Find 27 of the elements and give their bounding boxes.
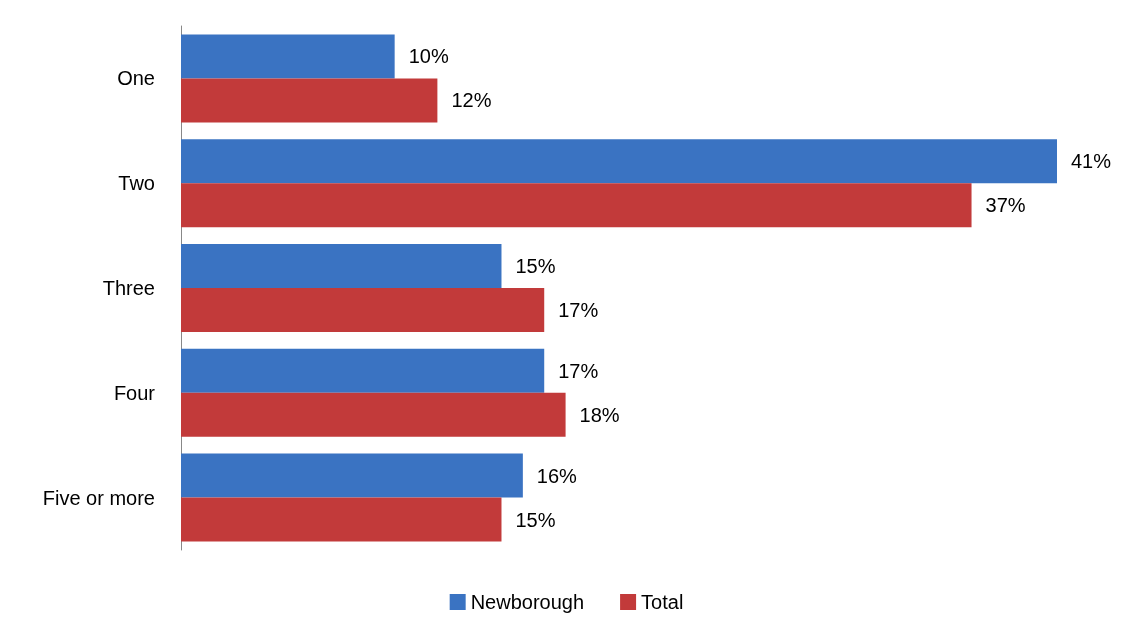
data-label: 37% bbox=[985, 194, 1026, 217]
y-tick-label: Five or more bbox=[42, 486, 155, 509]
y-tick-label: Four bbox=[113, 381, 156, 404]
data-label: 12% bbox=[451, 89, 492, 112]
bar bbox=[181, 34, 395, 79]
bar bbox=[181, 453, 523, 498]
bar bbox=[181, 139, 1057, 184]
bar bbox=[181, 497, 502, 542]
bar bbox=[181, 183, 972, 228]
bar bbox=[181, 348, 545, 393]
data-label: 17% bbox=[558, 299, 599, 322]
data-label: 17% bbox=[558, 359, 599, 382]
bar bbox=[181, 288, 545, 333]
y-tick-label: Two bbox=[118, 172, 155, 195]
bar bbox=[181, 243, 502, 288]
data-label: 10% bbox=[408, 45, 449, 68]
legend-label: Newborough bbox=[470, 591, 585, 613]
data-label: 18% bbox=[579, 403, 620, 426]
data-label: 41% bbox=[1071, 150, 1112, 173]
y-tick-label: One bbox=[117, 67, 155, 90]
data-label: 15% bbox=[515, 254, 556, 277]
data-label: 16% bbox=[536, 464, 578, 487]
bar bbox=[181, 78, 438, 123]
data-label: 15% bbox=[515, 508, 556, 531]
bar bbox=[181, 392, 566, 437]
y-tick-label: Three bbox=[102, 277, 155, 299]
legend-label: Total bbox=[641, 591, 684, 613]
